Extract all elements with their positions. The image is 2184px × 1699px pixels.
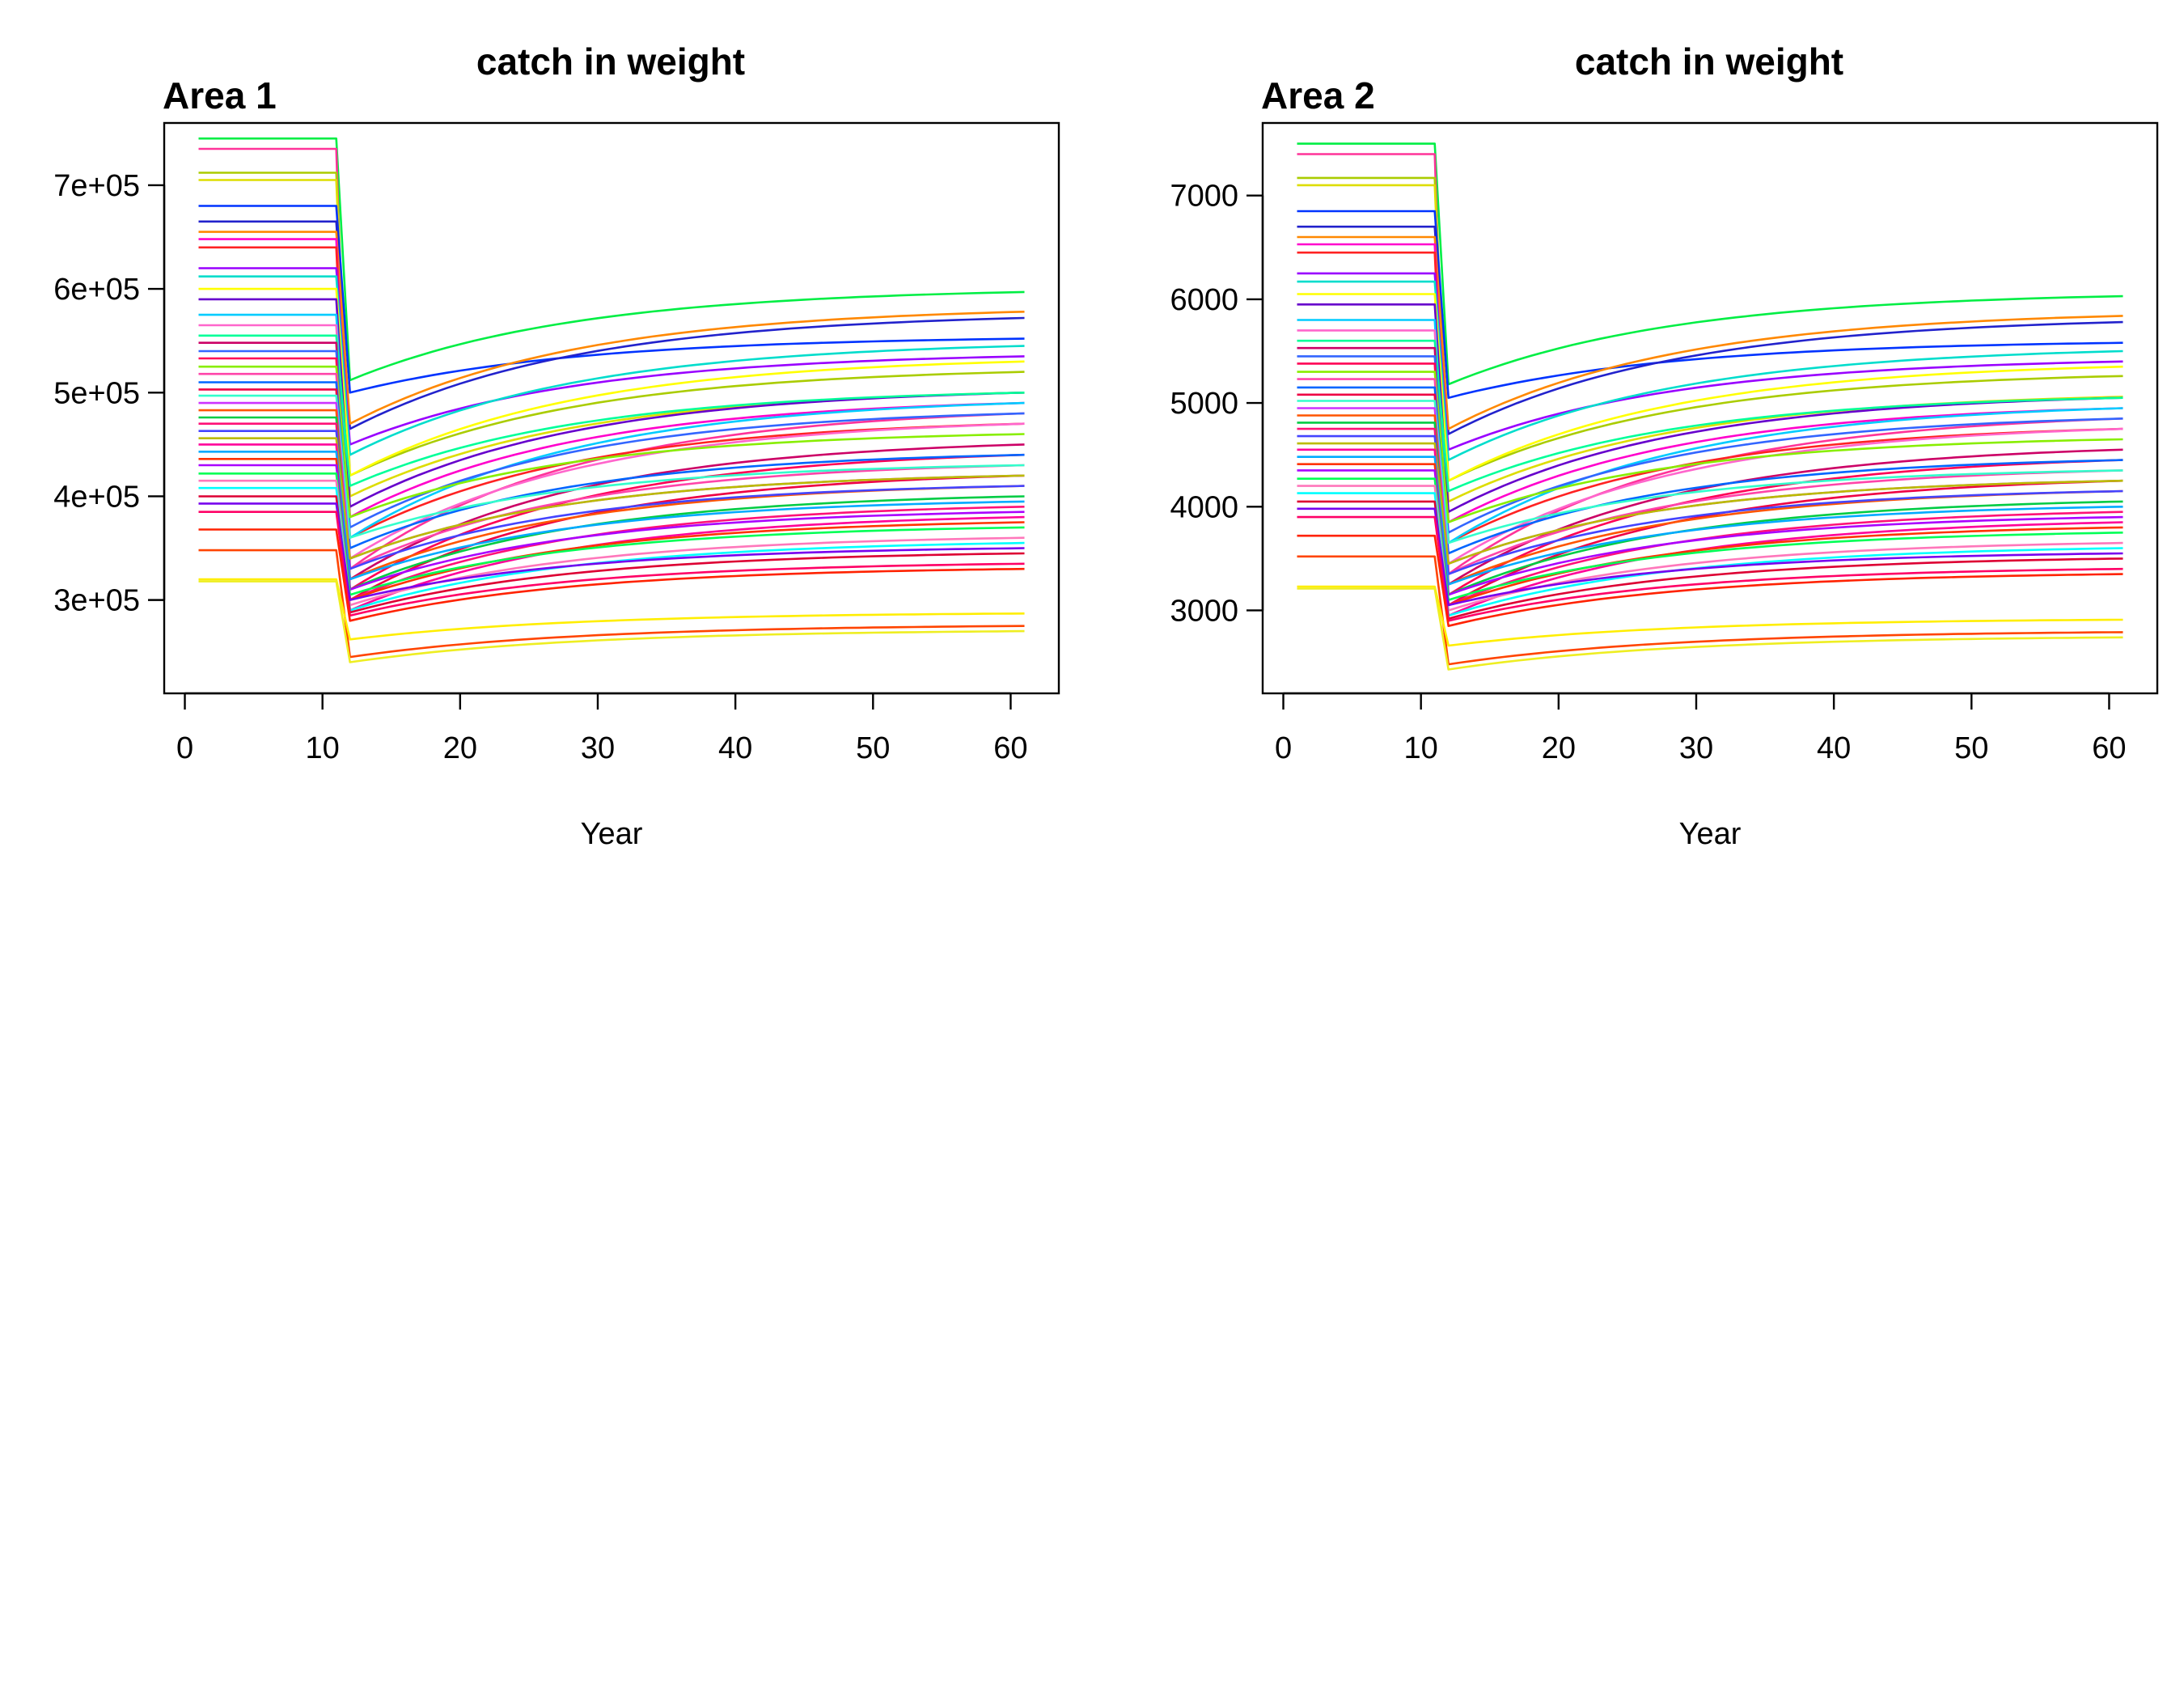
series-line-3 — [1297, 176, 2123, 482]
x-tick-label: 0 — [1275, 731, 1292, 765]
series-line-35 — [198, 472, 1025, 596]
series-line-12 — [1297, 293, 2123, 482]
series-line-18 — [198, 350, 1025, 529]
series-line-36 — [198, 479, 1025, 607]
series-line-42 — [198, 549, 1025, 659]
series-line-29 — [198, 430, 1025, 570]
series-line-39 — [198, 502, 1025, 601]
series-line-7 — [1297, 235, 2123, 430]
chart-title: catch in weight — [476, 40, 745, 83]
area-label: Area 2 — [1261, 74, 1375, 117]
series-line-12 — [198, 287, 1025, 477]
series-line-29 — [1297, 434, 2123, 575]
x-tick-label: 30 — [1679, 731, 1713, 765]
series-line-18 — [1297, 355, 2123, 534]
series-line-32 — [198, 450, 1025, 581]
series-line-6 — [198, 220, 1025, 430]
series-line-44 — [1297, 587, 2123, 671]
x-tick-label: 40 — [718, 731, 752, 765]
series-line-16 — [1297, 339, 2123, 493]
series-line-44 — [198, 580, 1025, 663]
x-tick-label: 20 — [1542, 731, 1576, 765]
series-line-40 — [1297, 515, 2123, 622]
series-line-20 — [198, 365, 1025, 519]
series-line-33 — [198, 457, 1025, 601]
area-label: Area 1 — [163, 74, 277, 117]
chart-title: catch in weight — [1575, 40, 1843, 83]
series-line-41 — [1297, 534, 2123, 628]
series-line-19 — [198, 357, 1025, 591]
series-line-19 — [1297, 362, 2123, 596]
x-tick-label: 60 — [2092, 731, 2126, 765]
x-tick-label: 50 — [1954, 731, 1988, 765]
series-line-11 — [1297, 280, 2123, 461]
series-line-20 — [1297, 371, 2123, 523]
x-tick-label: 40 — [1817, 731, 1851, 765]
y-tick-label: 6000 — [1170, 283, 1238, 317]
series-line-1 — [198, 137, 1025, 382]
series-line-32 — [1297, 455, 2123, 586]
series-line-6 — [1297, 225, 2123, 435]
series-line-33 — [1297, 463, 2123, 607]
series-line-14 — [1297, 319, 2123, 544]
y-tick-label: 4000 — [1170, 490, 1238, 524]
x-axis-label: Year — [581, 817, 643, 851]
series-line-15 — [1297, 329, 2123, 566]
chart-area-2: catch in weight Area 2 0 10 20 30 40 50 60 3000 40… — [1170, 40, 2159, 851]
y-tick-label: 3e+05 — [53, 584, 140, 618]
series-line-34 — [198, 464, 1025, 591]
series-line-11 — [198, 275, 1025, 456]
y-tick-label: 5000 — [1170, 387, 1238, 421]
series-line-15 — [198, 324, 1025, 560]
series-line-14 — [198, 313, 1025, 540]
series-line-34 — [1297, 469, 2123, 596]
series-line-22 — [198, 381, 1025, 549]
series-line-1 — [1297, 142, 2123, 386]
x-tick-label: 20 — [443, 731, 477, 765]
series-line-35 — [1297, 477, 2123, 601]
series-line-38 — [198, 495, 1025, 614]
series-line-40 — [198, 511, 1025, 617]
series-line-43 — [1297, 585, 2123, 647]
y-tick-label: 4e+05 — [53, 480, 140, 514]
x-axis-label: Year — [1679, 817, 1742, 851]
series-line-7 — [198, 231, 1025, 426]
chart-area-1: catch in weight Area 1 0 10 20 30 40 50 60 3e+05 4… — [53, 40, 1060, 851]
series-line-30 — [1297, 442, 2123, 566]
y-tick-label: 5e+05 — [53, 376, 140, 410]
x-tick-label: 50 — [856, 731, 890, 765]
series-line-5 — [1297, 210, 2123, 400]
series-line-43 — [198, 578, 1025, 641]
series-line-21 — [1297, 378, 2123, 575]
x-tick-label: 30 — [581, 731, 615, 765]
series-line-38 — [1297, 500, 2123, 621]
y-tick-label: 3000 — [1170, 594, 1238, 628]
series-line-36 — [1297, 485, 2123, 612]
x-tick-label: 10 — [306, 731, 340, 765]
y-tick-label: 6e+05 — [53, 273, 140, 307]
series-line-22 — [1297, 386, 2123, 555]
series-line-5 — [198, 205, 1025, 394]
series-line-30 — [198, 437, 1025, 560]
x-tick-label: 10 — [1404, 731, 1438, 765]
series-line-39 — [1297, 507, 2123, 607]
series-line-10 — [1297, 272, 2123, 451]
series-line-16 — [198, 334, 1025, 487]
series-line-21 — [198, 372, 1025, 570]
series-line-42 — [1297, 555, 2123, 666]
series-line-3 — [198, 172, 1025, 477]
y-tick-label: 7e+05 — [53, 169, 140, 203]
series-line-10 — [198, 267, 1025, 446]
x-tick-label: 0 — [176, 731, 193, 765]
y-tick-label: 7000 — [1170, 180, 1238, 214]
x-tick-label: 60 — [993, 731, 1027, 765]
series-group — [198, 137, 1025, 663]
series-group — [1297, 142, 2123, 671]
series-line-24 — [198, 394, 1025, 540]
series-line-41 — [198, 528, 1025, 622]
series-line-24 — [1297, 400, 2123, 544]
